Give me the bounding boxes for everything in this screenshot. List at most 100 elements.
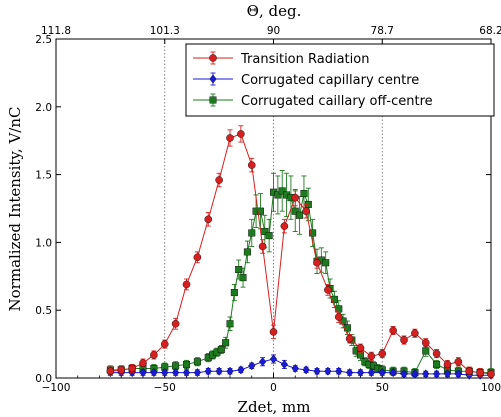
- x-tick-label: 0: [270, 382, 277, 394]
- data-point: [291, 207, 299, 215]
- y-tick-label: 0.5: [35, 305, 52, 317]
- legend: Transition Radiation Corrugated capillary…: [185, 43, 495, 117]
- data-point: [400, 369, 408, 379]
- data-point: [367, 352, 376, 361]
- data-point: [259, 357, 267, 367]
- data-point: [139, 359, 147, 367]
- data-point: [389, 368, 397, 378]
- data-point: [324, 366, 332, 376]
- data-point: [296, 211, 304, 219]
- data-point: [230, 289, 238, 297]
- top-tick-label: 111.8: [41, 25, 71, 37]
- data-point: [465, 367, 474, 376]
- y-tick-label: 1.5: [35, 170, 52, 182]
- y-tick-label: 0.0: [35, 373, 52, 385]
- data-point: [261, 228, 269, 236]
- data-point: [139, 368, 147, 378]
- data-point: [300, 190, 308, 198]
- data-point: [172, 368, 180, 378]
- data-point: [433, 369, 441, 379]
- legend-box: [185, 43, 495, 117]
- data-point: [215, 176, 223, 184]
- x-axis-label: Zdet, mm: [238, 398, 311, 416]
- data-point: [237, 130, 245, 138]
- data-point: [215, 366, 223, 376]
- data-point: [422, 347, 430, 355]
- data-point: [222, 339, 230, 347]
- data-point: [334, 313, 343, 321]
- data-point: [378, 368, 386, 378]
- data-point: [280, 222, 289, 230]
- legend-label: Corrugated caillary off-centre: [241, 94, 433, 109]
- data-point: [433, 360, 441, 368]
- top-axis-label: Θ, deg.: [247, 2, 302, 20]
- legend-label: Corrugated capillary centre: [241, 73, 419, 88]
- data-point: [443, 360, 452, 369]
- data-point: [476, 368, 484, 377]
- data-point: [117, 366, 126, 374]
- data-point: [422, 369, 430, 379]
- data-point: [128, 364, 136, 373]
- data-point: [193, 253, 202, 262]
- data-point: [243, 248, 251, 256]
- data-point: [443, 369, 452, 379]
- data-point: [330, 295, 338, 303]
- series-transition-radiation: [106, 125, 495, 379]
- data-point: [356, 368, 365, 378]
- data-point: [367, 368, 375, 378]
- data-point: [302, 365, 310, 375]
- data-point: [389, 326, 397, 335]
- legend-marker: [209, 96, 217, 104]
- data-point: [248, 361, 256, 371]
- data-point: [400, 336, 408, 344]
- data-point: [291, 363, 299, 374]
- data-point: [150, 368, 158, 378]
- data-point: [454, 357, 463, 366]
- data-point: [269, 354, 278, 364]
- data-point: [204, 366, 212, 376]
- data-point: [274, 191, 282, 199]
- data-point: [278, 187, 286, 195]
- legend-label: Transition Radiation: [240, 52, 369, 67]
- x-tick-label: 100: [481, 382, 501, 394]
- data-point: [182, 368, 191, 378]
- series-line: [110, 133, 492, 375]
- x-tick-label: −50: [154, 382, 176, 394]
- data-point: [193, 368, 201, 378]
- x-tick-label: −100: [42, 382, 71, 394]
- data-point: [265, 232, 273, 240]
- data-point: [322, 259, 330, 267]
- data-point: [313, 366, 321, 376]
- data-point: [454, 369, 462, 379]
- data-point: [256, 207, 264, 215]
- data-point: [313, 258, 321, 267]
- data-point: [378, 349, 387, 358]
- data-point: [345, 334, 354, 343]
- data-point: [324, 286, 332, 294]
- data-point: [280, 359, 288, 369]
- data-point: [160, 340, 169, 348]
- data-point: [421, 338, 430, 347]
- data-point: [291, 193, 300, 202]
- legend-marker: [209, 54, 217, 62]
- data-point: [182, 280, 191, 289]
- top-tick-label: 68.2: [479, 25, 501, 37]
- data-point: [411, 329, 419, 338]
- data-point: [302, 207, 310, 216]
- data-point: [258, 242, 267, 251]
- data-point: [248, 229, 256, 237]
- data-point: [239, 274, 247, 282]
- x-tick-label: 50: [376, 382, 389, 394]
- data-point: [411, 369, 419, 379]
- data-point: [356, 344, 365, 352]
- data-point: [193, 358, 201, 366]
- data-point: [226, 134, 234, 142]
- data-point: [346, 368, 354, 378]
- data-point: [235, 266, 243, 274]
- y-tick-label: 2.5: [35, 34, 52, 46]
- data-point: [150, 351, 158, 359]
- top-tick-label: 90: [267, 25, 280, 37]
- data-point: [335, 366, 343, 376]
- data-point: [247, 161, 256, 169]
